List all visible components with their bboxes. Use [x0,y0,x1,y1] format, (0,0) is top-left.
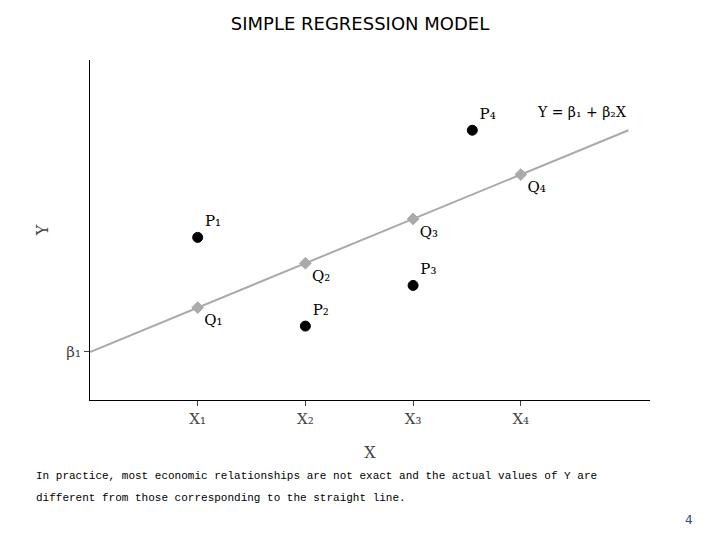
svg-text:different from those correspon: different from those corresponding to th… [36,492,406,504]
svg-text:4: 4 [685,513,693,527]
svg-text:Q₁: Q₁ [204,311,222,329]
svg-text:SIMPLE REGRESSION MODEL: SIMPLE REGRESSION MODEL [231,13,489,34]
svg-text:In practice, most economic rel: In practice, most economic relationships… [36,470,597,482]
svg-text:P₃: P₃ [420,260,436,278]
svg-text:X₁: X₁ [189,410,206,428]
svg-text:X₃: X₃ [405,410,422,428]
svg-text:P₂: P₂ [313,301,329,319]
svg-text:β₁: β₁ [66,343,81,361]
svg-text:Q₂: Q₂ [312,267,330,285]
svg-text:P₁: P₁ [205,212,221,230]
svg-text:P₄: P₄ [480,105,496,123]
svg-text:Y = β₁ + β₂X: Y = β₁ + β₂X [537,104,626,120]
svg-text:Q₃: Q₃ [420,223,438,241]
svg-text:Q₄: Q₄ [527,178,545,196]
svg-text:X₄: X₄ [512,410,529,428]
svg-text:X: X [364,443,376,462]
svg-text:X₂: X₂ [297,410,314,428]
svg-text:Y: Y [33,224,52,236]
